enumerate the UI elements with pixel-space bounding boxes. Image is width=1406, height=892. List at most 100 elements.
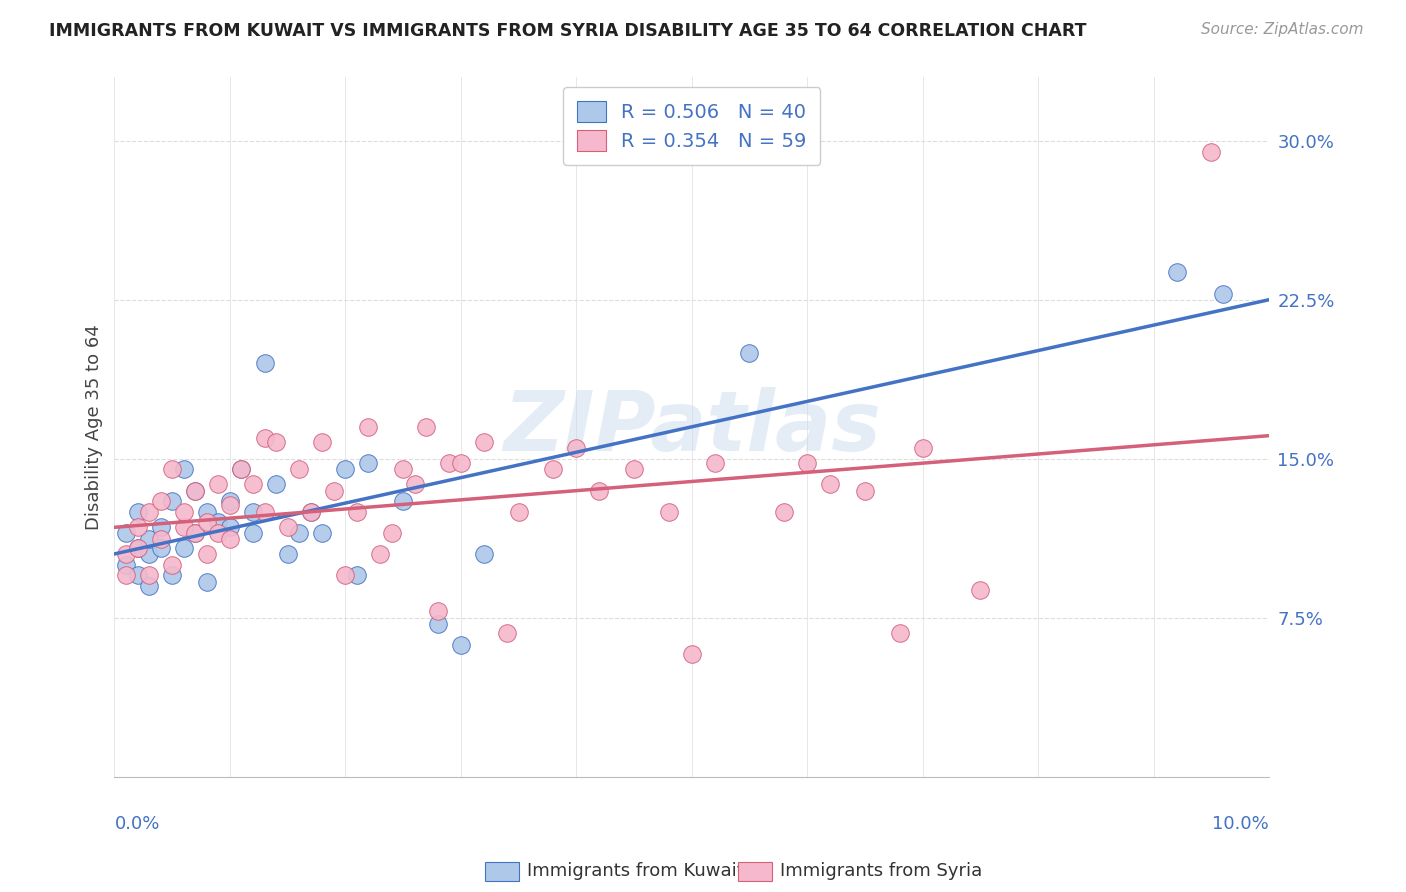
Point bbox=[472, 434, 495, 449]
Point bbox=[796, 456, 818, 470]
Point bbox=[288, 525, 311, 540]
Point bbox=[253, 505, 276, 519]
Point bbox=[127, 568, 149, 582]
Point bbox=[565, 441, 588, 455]
Point bbox=[253, 431, 276, 445]
Point bbox=[357, 456, 380, 470]
Point bbox=[160, 462, 183, 476]
Point bbox=[773, 505, 796, 519]
Point bbox=[253, 356, 276, 370]
Point bbox=[218, 533, 240, 547]
Point bbox=[472, 547, 495, 561]
Point bbox=[335, 462, 357, 476]
Point bbox=[173, 541, 195, 555]
Point bbox=[264, 477, 287, 491]
Point bbox=[311, 525, 333, 540]
Point bbox=[149, 519, 172, 533]
Point bbox=[738, 346, 761, 360]
Point bbox=[969, 583, 991, 598]
Point bbox=[392, 462, 415, 476]
Point bbox=[195, 547, 218, 561]
Point bbox=[380, 525, 402, 540]
Point bbox=[681, 647, 703, 661]
Point bbox=[184, 525, 207, 540]
Point bbox=[138, 533, 160, 547]
Point bbox=[115, 568, 138, 582]
Point bbox=[184, 483, 207, 498]
Point bbox=[439, 456, 461, 470]
Point bbox=[658, 505, 681, 519]
Text: 10.0%: 10.0% bbox=[1212, 815, 1270, 833]
Point bbox=[508, 505, 530, 519]
Point bbox=[127, 541, 149, 555]
Text: Source: ZipAtlas.com: Source: ZipAtlas.com bbox=[1201, 22, 1364, 37]
Point bbox=[115, 558, 138, 572]
Point bbox=[335, 568, 357, 582]
Point bbox=[242, 525, 264, 540]
Point bbox=[346, 568, 368, 582]
Point bbox=[184, 483, 207, 498]
Text: ZIPatlas: ZIPatlas bbox=[503, 386, 880, 467]
Point bbox=[299, 505, 322, 519]
Point bbox=[541, 462, 564, 476]
Point bbox=[127, 519, 149, 533]
Point bbox=[115, 547, 138, 561]
Point bbox=[184, 525, 207, 540]
Point bbox=[242, 477, 264, 491]
Text: 0.0%: 0.0% bbox=[114, 815, 160, 833]
Point bbox=[288, 462, 311, 476]
Text: Immigrants from Kuwait: Immigrants from Kuwait bbox=[527, 863, 744, 880]
Point bbox=[138, 568, 160, 582]
Point bbox=[231, 462, 253, 476]
Point bbox=[853, 483, 876, 498]
Point bbox=[889, 625, 911, 640]
Point bbox=[127, 541, 149, 555]
Legend: R = 0.506   N = 40, R = 0.354   N = 59: R = 0.506 N = 40, R = 0.354 N = 59 bbox=[562, 87, 820, 164]
Point bbox=[207, 525, 229, 540]
Point bbox=[368, 547, 391, 561]
Point bbox=[218, 499, 240, 513]
Text: Immigrants from Syria: Immigrants from Syria bbox=[780, 863, 983, 880]
Point bbox=[173, 462, 195, 476]
Point bbox=[426, 617, 449, 632]
Point bbox=[218, 519, 240, 533]
Point bbox=[1166, 265, 1188, 279]
Point bbox=[588, 483, 610, 498]
Text: IMMIGRANTS FROM KUWAIT VS IMMIGRANTS FROM SYRIA DISABILITY AGE 35 TO 64 CORRELAT: IMMIGRANTS FROM KUWAIT VS IMMIGRANTS FRO… bbox=[49, 22, 1087, 40]
Point bbox=[195, 574, 218, 589]
Point bbox=[207, 516, 229, 530]
Point bbox=[392, 494, 415, 508]
Point bbox=[173, 505, 195, 519]
Point bbox=[242, 505, 264, 519]
Point bbox=[195, 516, 218, 530]
Point bbox=[299, 505, 322, 519]
Point bbox=[1201, 145, 1223, 159]
Point bbox=[311, 434, 333, 449]
Y-axis label: Disability Age 35 to 64: Disability Age 35 to 64 bbox=[86, 324, 103, 530]
Point bbox=[115, 525, 138, 540]
Point bbox=[623, 462, 645, 476]
Point bbox=[149, 541, 172, 555]
Point bbox=[138, 547, 160, 561]
Point bbox=[346, 505, 368, 519]
Point bbox=[160, 558, 183, 572]
Point bbox=[1212, 286, 1234, 301]
Point bbox=[703, 456, 725, 470]
Point bbox=[195, 505, 218, 519]
Point bbox=[450, 456, 472, 470]
Point bbox=[450, 638, 472, 652]
Point bbox=[426, 604, 449, 618]
Point bbox=[264, 434, 287, 449]
Point bbox=[138, 579, 160, 593]
Point bbox=[127, 505, 149, 519]
Point bbox=[911, 441, 934, 455]
Point bbox=[357, 420, 380, 434]
Point bbox=[820, 477, 842, 491]
Point bbox=[231, 462, 253, 476]
Point bbox=[149, 494, 172, 508]
Point bbox=[322, 483, 344, 498]
Point bbox=[160, 494, 183, 508]
Point bbox=[149, 533, 172, 547]
Point bbox=[160, 568, 183, 582]
Point bbox=[415, 420, 437, 434]
